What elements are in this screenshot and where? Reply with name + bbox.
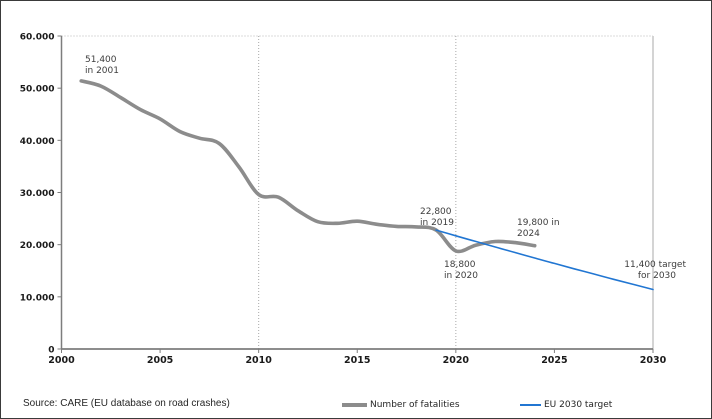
y-axis-label: 0	[48, 346, 54, 356]
x-axis-label: 2005	[147, 355, 173, 366]
annotation-19800-2024: 19,800 in	[517, 218, 560, 228]
y-axis-label: 30.000	[20, 189, 55, 199]
x-axis-label: 2020	[443, 355, 470, 366]
annotation-22800-2019: 22,800	[420, 207, 452, 217]
annotation-22800-2019: in 2019	[420, 218, 454, 228]
fatalities-line	[79, 79, 537, 254]
legend-item-fatalities: Number of fatalities	[342, 400, 460, 410]
annotation-51400-2001: in 2001	[85, 66, 119, 76]
x-axis-label: 2025	[541, 355, 567, 366]
annotation-19800-2024: 2024	[517, 229, 540, 239]
annotation-11400-target-2030: 11,400 target	[624, 260, 686, 270]
legend-item-target: EU 2030 target	[520, 400, 612, 410]
legend-label-fatalities: Number of fatalities	[370, 400, 460, 410]
y-axis-label: 60.000	[20, 33, 55, 43]
target-line-swatch	[520, 404, 541, 406]
annotation-51400-2001: 51,400	[85, 55, 117, 65]
x-axis-label: 2030	[640, 355, 667, 366]
fatalities-line-swatch	[342, 403, 367, 407]
annotation-11400-target-2030: for 2030	[638, 271, 676, 281]
y-axis-label: 40.000	[20, 137, 55, 147]
y-axis-label: 20.000	[20, 241, 55, 251]
legend-label-target: EU 2030 target	[544, 400, 613, 410]
annotation-18800-2020: 18,800	[444, 260, 476, 270]
annotation-18800-2020: in 2020	[444, 271, 478, 281]
y-axis-label: 10.000	[20, 293, 55, 303]
x-axis-label: 2015	[344, 355, 370, 366]
y-axis-label: 50.000	[20, 85, 55, 95]
target-line	[435, 229, 654, 291]
x-axis-label: 2010	[245, 355, 272, 366]
x-axis-label: 2000	[48, 355, 75, 366]
source-note: Source: CARE (EU database on road crashe…	[23, 398, 230, 409]
